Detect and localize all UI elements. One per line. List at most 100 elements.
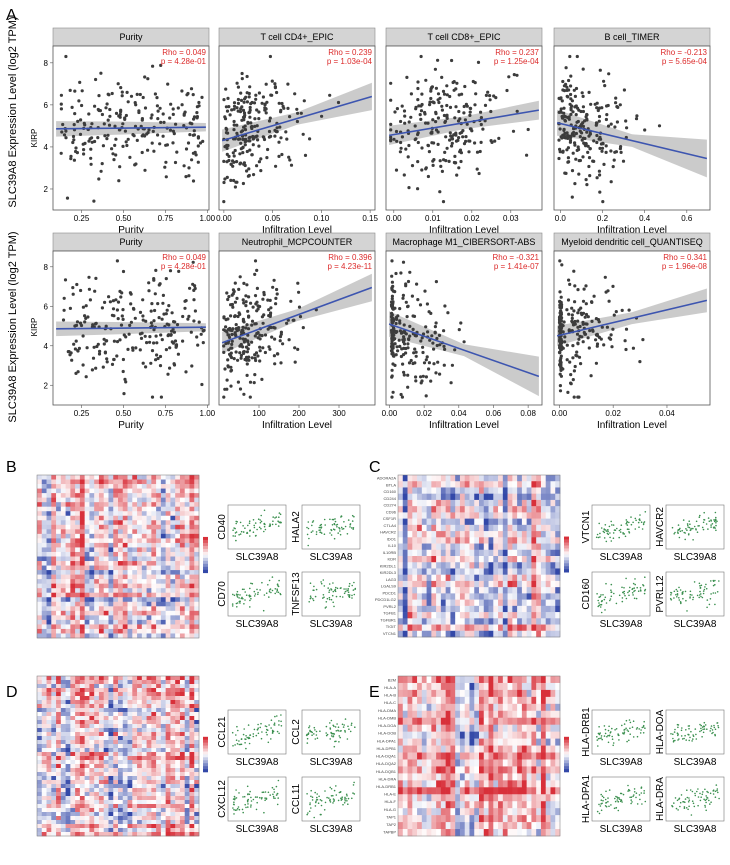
heat-cell (79, 712, 85, 717)
heat-cell (421, 524, 427, 532)
data-point (594, 361, 599, 365)
heat-cell (137, 579, 143, 584)
data-point (320, 114, 324, 118)
heat-cell (122, 484, 128, 489)
heat-cell (75, 704, 81, 709)
data-point (406, 342, 410, 346)
data-point (413, 347, 417, 351)
heat-cell (455, 556, 461, 563)
data-point (110, 362, 115, 366)
heat-cell (60, 720, 66, 725)
heat-cell (108, 488, 114, 494)
heat-cell (37, 479, 43, 485)
heat-cell (151, 716, 157, 721)
data-point (403, 114, 407, 118)
heat-cell (84, 497, 90, 503)
heat-cell (113, 676, 119, 681)
heat-cell (436, 630, 442, 638)
data-point (65, 196, 70, 200)
heat-cell (189, 561, 195, 566)
data-point (414, 354, 418, 358)
heat-cell (175, 529, 181, 535)
heat-cell (46, 542, 52, 548)
data-point (269, 325, 273, 330)
heat-cell (555, 593, 561, 600)
heat-cell (41, 570, 47, 575)
data-point (171, 112, 175, 116)
heat-cell (440, 630, 446, 638)
heat-cell (70, 732, 76, 737)
data-point (421, 350, 425, 355)
data-point (274, 164, 278, 168)
heat-cell (89, 708, 95, 713)
heat-cell (37, 760, 43, 765)
heat-cell (498, 531, 504, 538)
heat-cell (146, 744, 152, 749)
heat-cell (151, 736, 157, 741)
heat-cell (122, 619, 128, 625)
heat-cell (103, 597, 109, 603)
heat-cell (51, 732, 57, 737)
heat-cell (165, 493, 171, 498)
data-point (404, 346, 408, 351)
heat-cell (60, 565, 66, 571)
heat-cell (122, 752, 128, 757)
data-point (606, 103, 610, 108)
heat-cell (79, 565, 85, 571)
heat-cell (137, 756, 143, 761)
heat-cell (189, 551, 195, 557)
heat-cell (98, 583, 104, 589)
legend-swatch (203, 569, 208, 574)
heat-cell (37, 597, 43, 603)
heat-cell (175, 740, 181, 745)
heat-cell (89, 592, 95, 598)
data-point (194, 153, 198, 157)
heat-cell (156, 680, 162, 685)
heat-cell (412, 537, 418, 544)
data-point (192, 129, 196, 133)
x-axis-label: Infiltration Level (597, 420, 667, 431)
data-point (197, 100, 201, 105)
heat-cell (407, 499, 413, 507)
heat-cell (189, 748, 195, 753)
heat-cell (445, 475, 451, 482)
data-point (303, 153, 308, 157)
heat-cell (137, 732, 143, 737)
data-point (403, 121, 407, 125)
data-point (114, 153, 118, 157)
heat-cell (175, 716, 181, 721)
heat-cell (94, 524, 100, 530)
heat-cell (526, 624, 532, 632)
heat-cell (179, 744, 185, 749)
heat-cell (436, 475, 442, 482)
heat-cell (113, 704, 119, 709)
heat-cell (540, 599, 546, 607)
heat-cell (65, 529, 71, 535)
data-point (89, 147, 93, 151)
heat-cell (103, 533, 109, 539)
heat-cell (56, 764, 62, 769)
heat-cell (113, 692, 119, 697)
heat-cell (84, 506, 90, 512)
heat-cell (79, 493, 85, 498)
heat-cell (502, 506, 508, 513)
heat-cell (70, 624, 76, 630)
data-point (567, 278, 571, 282)
heat-cell (37, 524, 43, 530)
heat-cell (170, 692, 176, 697)
heat-cell (402, 612, 408, 619)
heat-cell (540, 531, 546, 538)
heat-cell (493, 568, 499, 575)
data-point (126, 100, 130, 104)
heat-cell (445, 580, 451, 588)
heat-cell (46, 624, 52, 630)
heat-cell (60, 628, 66, 634)
heat-cell (540, 624, 546, 632)
heat-cell (445, 543, 451, 551)
heat-cell (426, 499, 432, 507)
heat-cell (75, 583, 81, 589)
data-point (441, 89, 446, 93)
heat-cell (41, 515, 47, 521)
heat-cell (108, 740, 114, 745)
heat-cell (440, 587, 446, 594)
